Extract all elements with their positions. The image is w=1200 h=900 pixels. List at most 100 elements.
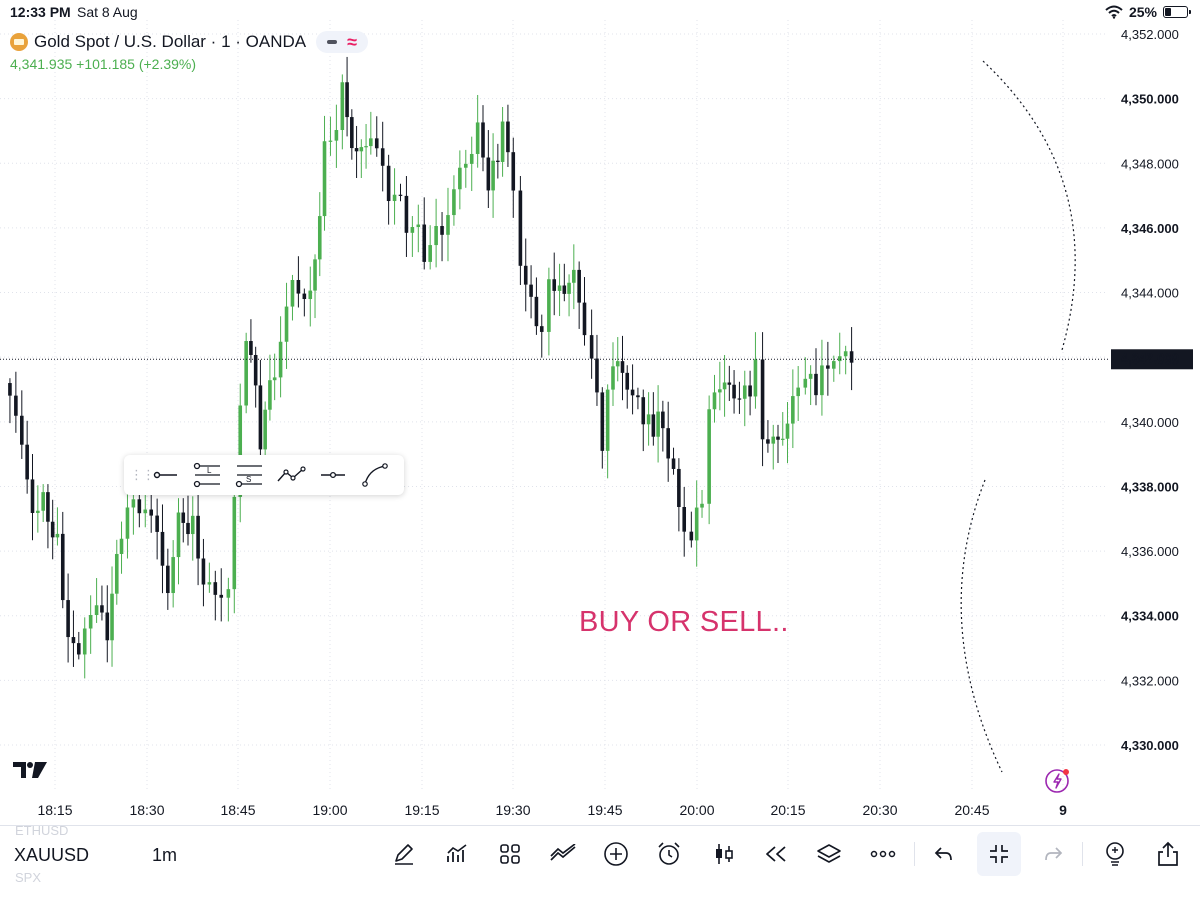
price-tick-label[interactable]: 4,330.000	[1121, 738, 1179, 753]
price-chart[interactable]: 4,341.935 4,352.0004,350.0004,348.0004,3…	[0, 0, 1200, 825]
candle-body	[364, 146, 368, 148]
drag-handle-icon[interactable]: ⋮⋮	[130, 467, 155, 482]
horizontal-line-icon[interactable]	[312, 455, 354, 495]
candle-body	[166, 565, 170, 594]
curve-icon[interactable]	[354, 455, 396, 495]
share-icon[interactable]	[1150, 838, 1186, 870]
price-tick-label[interactable]: 4,332.000	[1121, 673, 1179, 688]
time-tick-label[interactable]: 18:15	[37, 802, 72, 818]
long-position-letter: L	[207, 466, 212, 475]
compare-icon[interactable]	[545, 838, 581, 870]
minus-icon[interactable]	[327, 40, 338, 44]
redo-icon[interactable]	[1035, 838, 1071, 870]
candle-body	[700, 503, 704, 508]
candle-body	[317, 216, 322, 260]
candles-icon[interactable]	[706, 838, 742, 870]
more-icon[interactable]	[865, 838, 901, 870]
candle-body	[682, 507, 687, 532]
candle-body	[547, 279, 551, 332]
candle-body	[837, 356, 842, 362]
path-icon[interactable]	[270, 455, 312, 495]
toolbar-divider	[914, 842, 915, 866]
legend-pill[interactable]: ≈	[316, 31, 369, 53]
candle-body	[238, 405, 243, 497]
price-tick-label[interactable]: 4,350.000	[1121, 92, 1179, 107]
chart-annotation-text[interactable]: BUY OR SELL..	[579, 606, 789, 638]
candle-body	[808, 373, 813, 379]
short-position-icon[interactable]: S	[228, 455, 270, 495]
time-tick-label[interactable]: 18:45	[220, 802, 255, 818]
candle-body	[646, 414, 651, 425]
candle-body	[737, 398, 742, 400]
last-price-badge[interactable]	[1111, 349, 1193, 370]
candle-body	[232, 496, 237, 590]
time-tick-label[interactable]: 19:15	[404, 802, 439, 818]
price-tick-label[interactable]: 4,334.000	[1121, 609, 1179, 624]
long-position-icon[interactable]: L	[186, 455, 228, 495]
add-icon[interactable]	[598, 838, 634, 870]
candle-body	[780, 438, 785, 440]
battery-percent: 25%	[1128, 4, 1157, 20]
candle-body	[753, 359, 758, 397]
candle-body	[689, 531, 694, 541]
alarm-icon[interactable]	[651, 838, 687, 870]
chart-grid	[0, 20, 1105, 790]
pen-icon[interactable]	[386, 838, 422, 870]
quick-alert-icon[interactable]	[1044, 766, 1072, 794]
approx-icon[interactable]: ≈	[347, 32, 358, 52]
gold-bar-icon	[10, 33, 28, 51]
candle-body	[656, 411, 660, 437]
time-tick-label[interactable]: 20:45	[954, 802, 989, 818]
undo-icon[interactable]	[926, 838, 962, 870]
drawing-toolbar[interactable]: ⋮⋮ L S	[124, 455, 404, 495]
candle-body	[595, 358, 599, 393]
time-tick-label[interactable]: 19:00	[312, 802, 347, 818]
price-tick-label[interactable]: 4,340.000	[1121, 415, 1179, 430]
candle-body	[428, 245, 432, 262]
price-tick-label[interactable]: 4,336.000	[1121, 544, 1179, 559]
time-tick-label[interactable]: 20:00	[679, 802, 714, 818]
horizontal-ray-icon[interactable]	[144, 455, 186, 495]
candle-body	[196, 515, 200, 559]
price-tick-label[interactable]: 4,348.000	[1121, 156, 1179, 171]
time-tick-label[interactable]: 18:30	[129, 802, 164, 818]
idea-icon[interactable]	[1097, 838, 1133, 870]
time-tick-label[interactable]: 19:45	[587, 802, 622, 818]
candle-body	[677, 468, 681, 508]
candle-body	[625, 372, 630, 390]
time-axis[interactable]: 18:15 18:30 18:45 19:00 19:15 19:30 19:45 20:00…	[37, 802, 1067, 818]
layout-grid-icon[interactable]	[492, 838, 528, 870]
price-tick-label[interactable]: 4,338.000	[1121, 479, 1179, 494]
candle-body	[249, 341, 253, 355]
price-tick-label[interactable]: 4,342.000	[1121, 350, 1179, 365]
legend-title[interactable]: Gold Spot / U.S. Dollar · 1 · OANDA	[34, 32, 307, 51]
candle-body	[60, 533, 65, 601]
candle-body	[491, 160, 495, 191]
arc-drawing[interactable]	[982, 60, 1076, 351]
replay-icon[interactable]	[758, 838, 794, 870]
layers-icon[interactable]	[811, 838, 847, 870]
toolbar-divider	[1082, 842, 1083, 866]
fullscreen-exit-icon[interactable]	[977, 832, 1021, 876]
symbol-selector[interactable]: XAUUSD	[14, 845, 90, 865]
candle-body	[506, 121, 510, 153]
interval-selector[interactable]: 1m	[152, 845, 178, 865]
time-tick-label[interactable]: 9	[1059, 802, 1067, 818]
price-axis[interactable]: 4,352.000 4,350.000 4,348.000 4,346.000 4,34…	[1121, 27, 1179, 753]
last-price-label[interactable]: 4,341.935	[1121, 352, 1179, 367]
candle-body	[119, 538, 124, 554]
symbol-ghost-above[interactable]: ETHUSD	[15, 823, 69, 838]
chart-legend[interactable]: Gold Spot / U.S. Dollar · 1 · OANDA ≈ 4,…	[10, 30, 369, 72]
indicators-icon[interactable]	[439, 838, 475, 870]
candle-body	[529, 284, 533, 297]
symbol-ghost-below[interactable]: SPX	[15, 870, 42, 885]
arc-drawing-lower[interactable]	[960, 479, 1003, 773]
price-tick-label[interactable]: 4,344.000	[1121, 286, 1179, 301]
price-tick-label[interactable]: 4,346.000	[1121, 221, 1179, 236]
price-tick-label[interactable]: 4,352.000	[1121, 27, 1179, 42]
candle-body	[500, 121, 505, 162]
candle-body	[776, 436, 780, 440]
time-tick-label[interactable]: 20:15	[770, 802, 805, 818]
time-tick-label[interactable]: 20:30	[862, 802, 897, 818]
time-tick-label[interactable]: 19:30	[495, 802, 530, 818]
